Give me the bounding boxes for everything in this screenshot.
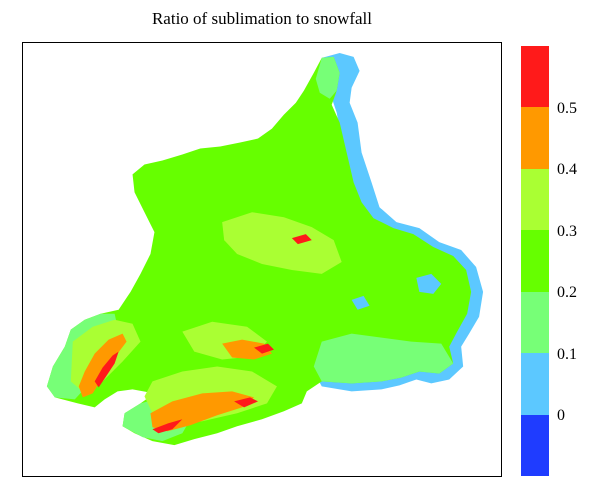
map-region-mid-orange <box>222 339 272 360</box>
colorbar-segment-6 <box>521 414 549 476</box>
colorbar-tick-label: 0.5 <box>557 100 577 117</box>
colorbar-tick-label: 0.4 <box>557 161 577 178</box>
colorbar <box>521 46 549 476</box>
colorbar-segment-1 <box>521 107 549 169</box>
colorbar-segment-0 <box>521 46 549 108</box>
colorbar-segment-2 <box>521 168 549 231</box>
colorbar-segment-4 <box>521 291 549 354</box>
map-region-central-red <box>291 234 312 245</box>
map-region-south-red <box>152 419 183 434</box>
colorbar-tick-label: 0.1 <box>557 346 577 363</box>
map-region-west-orange <box>78 333 127 398</box>
colorbar-tick-label: 0 <box>557 407 565 424</box>
map-title: Ratio of sublimation to snowfall <box>151 9 373 28</box>
map-region-north-lightgreen <box>315 56 340 99</box>
map-region-midsouth-red <box>254 343 274 354</box>
map-region-central-yellowgreen <box>222 212 342 274</box>
map-region-west-red <box>94 351 119 388</box>
map-frame <box>22 42 502 477</box>
colorbar-tick-label: 0.3 <box>557 223 577 240</box>
map-region-southmid-red <box>234 397 259 408</box>
colorbar-segment-5 <box>521 353 549 415</box>
map-region-interior-blue <box>416 273 442 294</box>
colorbar-tick-label: 0.2 <box>557 284 577 301</box>
map-region-interior-blue-2 <box>351 295 370 310</box>
sublimation-ratio-map <box>46 52 484 446</box>
colorbar-segment-3 <box>521 230 549 292</box>
map-region-southeast-lightgreen <box>313 333 454 384</box>
